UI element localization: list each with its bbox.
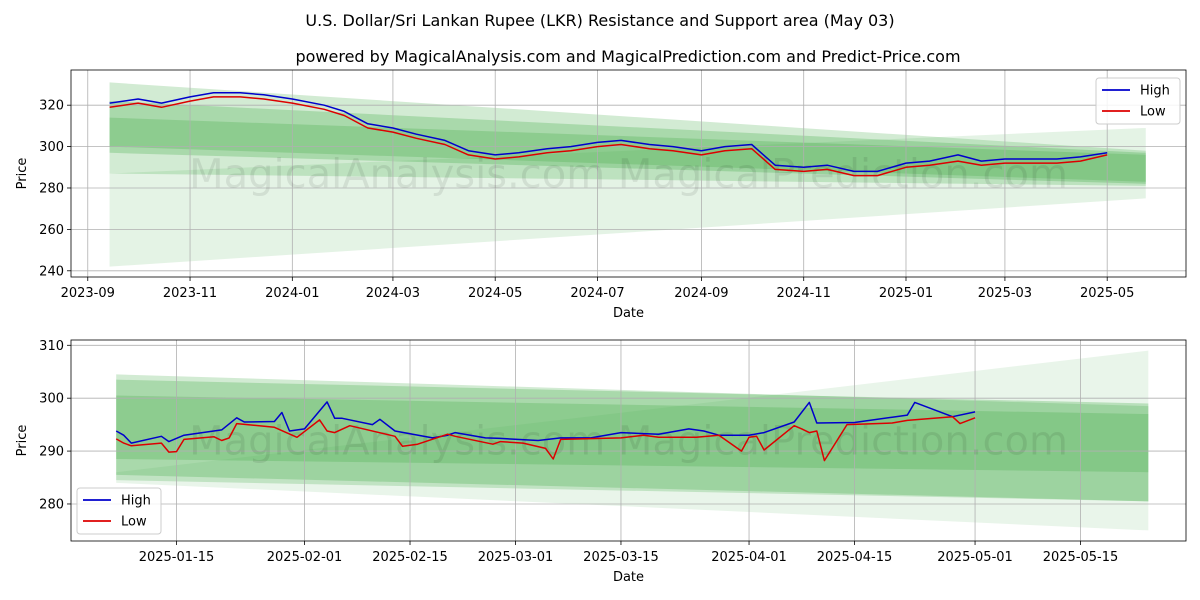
x-tick-label: 2024-01 bbox=[265, 286, 319, 301]
band-2 bbox=[109, 101, 1146, 184]
x-tick-label: 2023-11 bbox=[163, 286, 217, 301]
plot-2: MagicalAnalysis.com MagicalPrediction.co… bbox=[15, 339, 1187, 585]
plot-area: MagicalAnalysis.com MagicalPrediction.co… bbox=[71, 340, 1186, 541]
y-tick-label: 280 bbox=[39, 181, 64, 196]
series-line-high bbox=[109, 92, 1108, 173]
band-2 bbox=[116, 379, 1149, 502]
plot-1: MagicalAnalysis.com MagicalPrediction.co… bbox=[15, 69, 1187, 321]
legend: High Low bbox=[1095, 77, 1181, 125]
x-tick-label: 2025-05 bbox=[1080, 286, 1134, 301]
x-tick-label: 2025-01 bbox=[879, 286, 933, 301]
band-4 bbox=[116, 350, 1149, 531]
y-tick-label: 290 bbox=[39, 445, 64, 460]
x-tick-label: 2025-01-15 bbox=[139, 550, 215, 565]
x-tick-label: 2025-02-01 bbox=[267, 550, 343, 565]
legend: High Low bbox=[76, 487, 162, 535]
chart-title: U.S. Dollar/Sri Lankan Rupee (LKR) Resis… bbox=[305, 11, 894, 30]
band-1 bbox=[116, 374, 1149, 502]
y-tick-label: 280 bbox=[39, 497, 64, 512]
y-tick-label: 300 bbox=[39, 140, 64, 155]
y-tick-label: 310 bbox=[39, 339, 64, 354]
x-tick-label: 2025-04-15 bbox=[817, 550, 893, 565]
y-axis-label: Price bbox=[15, 158, 30, 190]
x-tick-label: 2025-05-15 bbox=[1043, 550, 1119, 565]
x-axis-label: Date bbox=[613, 570, 644, 585]
x-tick-label: 2025-02-15 bbox=[372, 550, 448, 565]
series-line-low bbox=[115, 415, 976, 462]
axes-frame bbox=[70, 69, 1187, 278]
x-tick-label: 2025-03-15 bbox=[583, 550, 659, 565]
band-1 bbox=[109, 82, 1146, 186]
series-line-high bbox=[115, 401, 976, 444]
x-tick-label: 2024-05 bbox=[468, 286, 522, 301]
band-3 bbox=[109, 117, 1146, 182]
plot-area: MagicalAnalysis.com MagicalPrediction.co… bbox=[71, 70, 1186, 277]
band-4 bbox=[109, 127, 1146, 267]
chart-subtitle: powered by MagicalAnalysis.com and Magic… bbox=[295, 47, 960, 66]
y-tick-label: 320 bbox=[39, 99, 64, 114]
watermark: MagicalAnalysis.com MagicalPrediction.co… bbox=[189, 419, 1068, 465]
y-axis-label: Price bbox=[15, 425, 30, 457]
series-line-low bbox=[109, 96, 1108, 177]
x-tick-label: 2025-03-01 bbox=[478, 550, 554, 565]
axes-frame bbox=[70, 339, 1187, 542]
x-tick-label: 2023-09 bbox=[61, 286, 115, 301]
x-tick-label: 2024-07 bbox=[570, 286, 624, 301]
legend-label-high: High bbox=[121, 494, 151, 509]
legend-label-low: Low bbox=[121, 515, 147, 530]
watermark: MagicalAnalysis.com MagicalPrediction.co… bbox=[189, 152, 1068, 198]
y-tick-label: 260 bbox=[39, 223, 64, 238]
x-tick-label: 2025-04-01 bbox=[711, 550, 787, 565]
x-axis-label: Date bbox=[613, 306, 644, 321]
x-tick-label: 2025-03 bbox=[978, 286, 1032, 301]
legend-label-low: Low bbox=[1140, 105, 1166, 120]
y-tick-label: 300 bbox=[39, 392, 64, 407]
x-tick-label: 2024-11 bbox=[777, 286, 831, 301]
x-tick-label: 2024-09 bbox=[674, 286, 728, 301]
y-tick-label: 240 bbox=[39, 264, 64, 279]
x-tick-label: 2024-03 bbox=[366, 286, 420, 301]
legend-label-high: High bbox=[1140, 84, 1170, 99]
x-tick-label: 2025-05-01 bbox=[937, 550, 1013, 565]
band-3 bbox=[116, 395, 1149, 473]
